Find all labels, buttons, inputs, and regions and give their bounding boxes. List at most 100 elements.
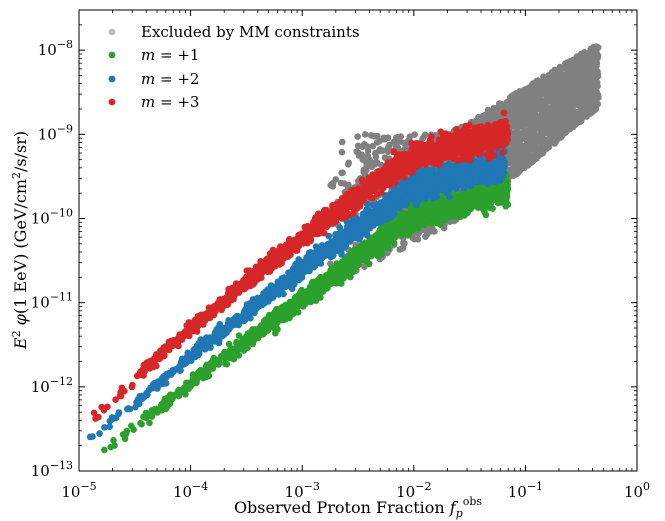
- data-point: [541, 136, 549, 144]
- data-point: [534, 101, 542, 108]
- data-point: [390, 239, 398, 247]
- data-point: [217, 353, 225, 360]
- data-point: [341, 256, 348, 264]
- data-point: [159, 403, 166, 410]
- data-point: [248, 339, 255, 346]
- data-point: [396, 222, 403, 229]
- data-point: [459, 203, 467, 210]
- data-point: [570, 67, 577, 74]
- data-point: [233, 346, 241, 354]
- data-point: [529, 87, 537, 95]
- data-point: [575, 100, 583, 107]
- data-point: [400, 239, 407, 247]
- data-point: [566, 80, 573, 87]
- data-point: [375, 147, 383, 155]
- data-point: [531, 141, 538, 149]
- data-point: [490, 116, 497, 123]
- data-point: [407, 225, 414, 233]
- data-point: [529, 103, 537, 110]
- data-point: [171, 392, 178, 399]
- data-point: [101, 424, 108, 431]
- data-point: [369, 142, 377, 150]
- data-point: [260, 323, 268, 330]
- data-point: [545, 106, 553, 113]
- data-point: [591, 76, 599, 84]
- data-point: [508, 165, 515, 173]
- data-point: [420, 222, 428, 229]
- data-point: [251, 332, 258, 340]
- data-point: [128, 422, 135, 430]
- data-point: [538, 91, 545, 99]
- data-point: [110, 437, 117, 444]
- data-point: [538, 141, 545, 148]
- data-point: [146, 419, 153, 427]
- data-point: [561, 71, 568, 79]
- data-point: [351, 246, 358, 253]
- data-point: [378, 250, 386, 258]
- data-point: [513, 98, 521, 106]
- data-point: [329, 183, 337, 190]
- data-point: [364, 143, 371, 150]
- data-point: [435, 212, 443, 220]
- data-point: [560, 118, 568, 126]
- data-point: [544, 92, 552, 100]
- data-point: [530, 80, 537, 87]
- data-point: [480, 115, 487, 123]
- data-point: [447, 213, 454, 221]
- data-point: [363, 163, 370, 170]
- data-point: [343, 271, 351, 279]
- data-point: [367, 252, 375, 259]
- data-point: [235, 332, 243, 339]
- data-point: [566, 125, 574, 133]
- data-point: [545, 86, 553, 93]
- data-point: [427, 207, 435, 214]
- data-point: [300, 297, 307, 305]
- data-point: [225, 340, 233, 348]
- data-point: [404, 232, 412, 239]
- data-point: [374, 132, 381, 140]
- data-point: [551, 108, 558, 115]
- data-point: [532, 94, 540, 101]
- data-point: [332, 176, 340, 183]
- data-point: [511, 155, 518, 163]
- data-point: [261, 317, 268, 325]
- data-point: [549, 99, 556, 107]
- data-point: [586, 76, 593, 83]
- data-point: [288, 311, 296, 318]
- data-point: [415, 207, 423, 214]
- data-point: [555, 113, 562, 121]
- data-point: [588, 101, 596, 109]
- data-point: [397, 232, 404, 239]
- data-point: [361, 263, 368, 271]
- data-point: [446, 205, 453, 212]
- data-point: [282, 307, 290, 314]
- data-point: [527, 154, 534, 162]
- data-point: [545, 126, 552, 133]
- data-point: [415, 218, 422, 225]
- data-point: [431, 228, 438, 235]
- data-point: [323, 271, 330, 279]
- data-point: [195, 369, 202, 376]
- data-point: [518, 130, 526, 137]
- data-point: [183, 379, 190, 387]
- data-point: [119, 431, 127, 438]
- data-point: [573, 60, 580, 68]
- data-point: [565, 109, 573, 117]
- data-point: [392, 143, 400, 150]
- data-point: [153, 409, 161, 416]
- data-point: [388, 226, 396, 233]
- data-point: [375, 231, 383, 239]
- data-point: [577, 105, 585, 112]
- data-point: [561, 88, 568, 96]
- data-point: [243, 344, 251, 352]
- data-point: [339, 169, 346, 176]
- data-point: [519, 160, 527, 168]
- data-point: [521, 118, 529, 126]
- data-point: [409, 215, 417, 222]
- data-point: [361, 131, 369, 138]
- data-point: [189, 375, 197, 383]
- data-point: [536, 125, 543, 132]
- data-point: [437, 220, 444, 228]
- data-point: [589, 83, 597, 90]
